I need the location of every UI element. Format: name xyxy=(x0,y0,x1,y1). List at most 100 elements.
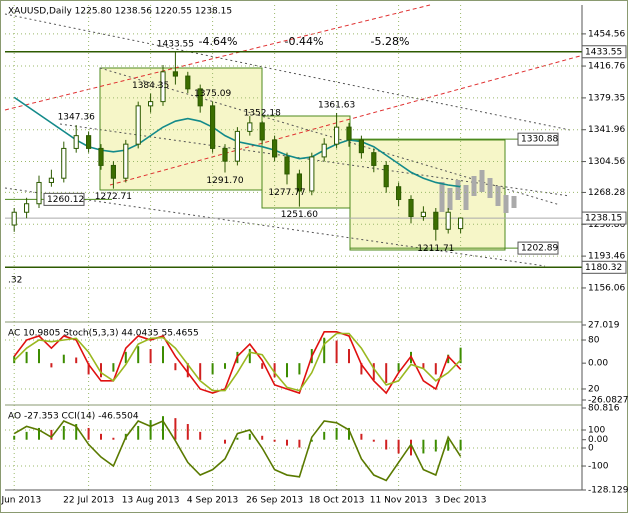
y-tick-label: 1193.46 xyxy=(588,252,625,262)
candle-body xyxy=(247,122,253,132)
candle-body xyxy=(433,211,439,230)
price-label: 1211.71 xyxy=(417,244,454,254)
candle-body xyxy=(48,177,54,183)
level-label: 1238.15 xyxy=(585,214,622,224)
price-label: 1272.71 xyxy=(95,192,132,202)
candle-body xyxy=(445,211,451,230)
x-tick-label: 13 Aug 2013 xyxy=(122,496,180,506)
candle-body xyxy=(383,164,389,188)
candle-body xyxy=(234,130,241,162)
indicator-line xyxy=(13,419,462,482)
y-tick-label: 80 xyxy=(588,336,600,346)
candle-body xyxy=(61,147,67,179)
level-label: 1202.89 xyxy=(521,244,558,254)
price-label: 1291.70 xyxy=(206,176,243,186)
candle-body xyxy=(284,156,290,175)
channel-line xyxy=(4,4,431,111)
y-tick-label: 80.816 xyxy=(588,404,620,414)
y-tick-label: 0.00 xyxy=(588,359,608,369)
level-label: 1260.12 xyxy=(47,195,84,205)
x-tick-label: 11 Nov 2013 xyxy=(370,496,428,506)
price-label: 1361.63 xyxy=(318,100,355,110)
candle-body xyxy=(110,164,117,179)
candle-body xyxy=(321,143,327,158)
indicator-line xyxy=(13,331,462,395)
y-tick-label: -128.129 xyxy=(588,486,628,496)
candle-body xyxy=(346,126,352,141)
forecast xyxy=(439,170,517,213)
price-label: 1277.77 xyxy=(268,188,305,198)
x-tick-label: 4 Sep 2013 xyxy=(187,496,238,506)
change-label: -5.28% xyxy=(371,35,410,48)
y-tick-label: 0 xyxy=(588,444,594,454)
y-tick-label: 1304.56 xyxy=(588,157,625,167)
candle-body xyxy=(24,203,30,213)
y-tick-label: 1454.56 xyxy=(588,29,625,39)
candle-body xyxy=(172,71,179,77)
y-tick-label: 1379.35 xyxy=(588,93,625,103)
candle-body xyxy=(73,135,79,149)
candle-body xyxy=(309,156,315,192)
channel-line xyxy=(59,123,571,197)
level-label: 1330.88 xyxy=(521,135,558,145)
channel-line xyxy=(4,187,546,267)
candle-body xyxy=(259,122,265,141)
candle-body xyxy=(396,186,402,200)
y-tick-label: 20 xyxy=(588,384,600,394)
x-tick-label: 18 Oct 2013 xyxy=(309,496,365,506)
trend-lines xyxy=(4,4,581,267)
candle-body xyxy=(185,75,191,90)
level-box xyxy=(43,192,85,206)
candle-body xyxy=(272,139,278,158)
y-tick-label: 1230.86 xyxy=(588,220,625,230)
y-tick-label: 0.00 xyxy=(588,435,608,445)
change-label: -0.44% xyxy=(285,35,324,48)
level-box xyxy=(517,132,559,146)
candle-body xyxy=(358,139,364,154)
price-label: 1251.60 xyxy=(281,210,318,220)
candle-body xyxy=(371,152,377,166)
channel-line xyxy=(4,13,571,131)
candle-body xyxy=(36,181,42,205)
x-tick-label: 26 Sep 2013 xyxy=(246,496,303,506)
candle-body xyxy=(160,71,166,103)
chart-title: XAUUSD,Daily 1225.80 1238.56 1220.55 123… xyxy=(8,7,232,17)
candle-body xyxy=(86,135,92,149)
panel-title: AO -27.353 CCI(14) -46.5504 xyxy=(8,412,139,422)
change-label: -4.64% xyxy=(199,35,238,48)
candle-body xyxy=(98,147,104,166)
level-box xyxy=(517,241,559,255)
level-label: 1433.55 xyxy=(585,47,622,57)
candle-body xyxy=(11,211,17,226)
price-label: 1375.09 xyxy=(194,89,231,99)
price-label: 1384.35 xyxy=(132,81,169,91)
candle-body xyxy=(458,217,464,230)
candle-body xyxy=(296,173,302,192)
candle-body xyxy=(222,147,228,162)
x-tick-label: 3 Dec 2013 xyxy=(435,496,487,506)
x-tick-label: 28 Jun 2013 xyxy=(0,496,41,506)
level-label: 1180.32 xyxy=(585,263,622,273)
y-tick-label: 1268.28 xyxy=(588,188,625,198)
cut-label: .32 xyxy=(8,276,22,286)
panel-title: AC 10.9805 Stoch(5,3,3) 44.0435 55.4655 xyxy=(8,329,199,339)
candle-body xyxy=(197,88,203,107)
candle-body xyxy=(408,198,414,218)
candle-body xyxy=(135,105,141,145)
candle-body xyxy=(334,126,340,145)
candle-body xyxy=(420,211,426,218)
y-tick-label: 27.019 xyxy=(588,321,620,331)
indicator-line xyxy=(13,332,462,392)
y-tick-label: 1341.96 xyxy=(588,125,625,135)
candle-body xyxy=(210,105,216,149)
price-label: 1352.18 xyxy=(244,109,281,119)
price-label: 1347.36 xyxy=(58,113,95,123)
price-label: 1433.55 xyxy=(157,39,194,49)
channel-line xyxy=(109,55,581,186)
candle-body xyxy=(148,101,154,107)
x-tick-label: 22 Jul 2013 xyxy=(63,496,114,506)
y-tick-label: 1416.76 xyxy=(588,62,625,72)
y-tick-label: -26.0827 xyxy=(588,396,628,406)
y-tick-label: -100 xyxy=(588,462,609,472)
